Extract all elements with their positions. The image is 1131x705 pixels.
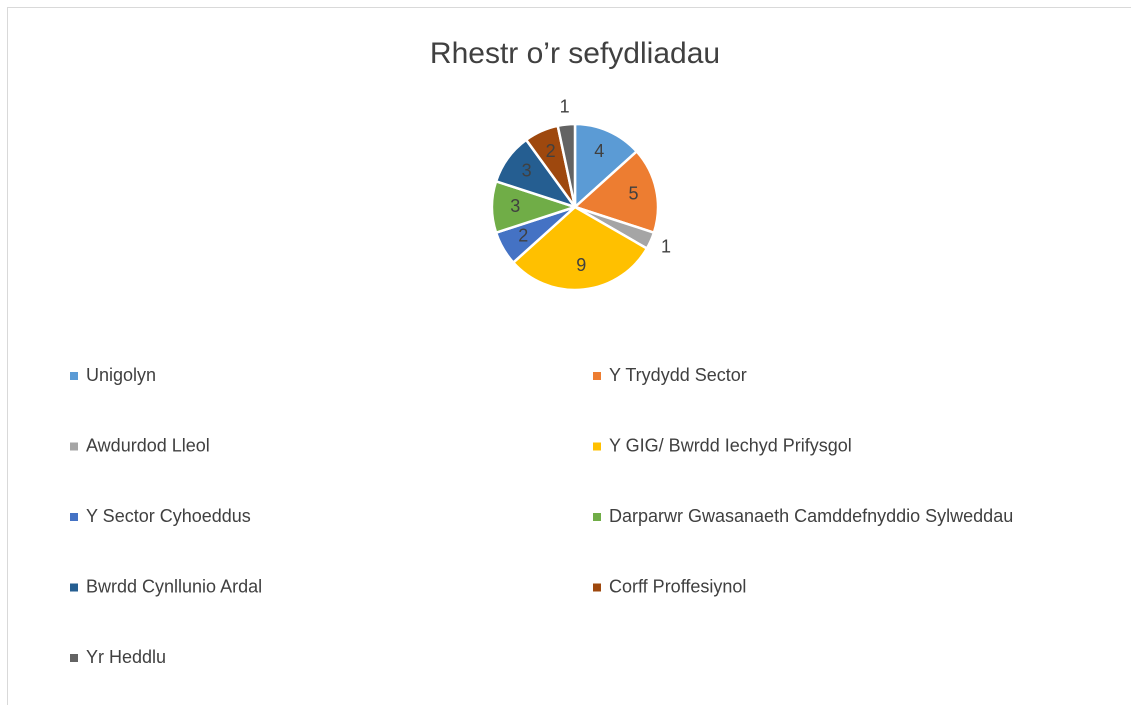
data-label: 3: [510, 196, 520, 216]
legend-swatch: [593, 372, 601, 380]
legend-swatch: [593, 513, 601, 521]
legend-swatch: [70, 583, 78, 592]
pie-slice: [572, 149, 660, 235]
legend-label: Unigolyn: [86, 365, 156, 385]
legend-swatch: [593, 442, 601, 451]
pie-slice: [573, 122, 639, 210]
legend-label: Corff Proffesiynol: [609, 576, 746, 596]
legend-label: Bwrdd Cynllunio Ardal: [86, 576, 262, 596]
legend-swatch: [70, 372, 78, 380]
pie-slice: [556, 122, 577, 208]
data-label: 2: [546, 141, 556, 161]
legend-label: Awdurdod Lleol: [86, 435, 210, 455]
pie-slice: [511, 205, 649, 292]
legend-label: Y Trydydd Sector: [609, 365, 747, 385]
legend-label: Darparwr Gwasanaeth Camddefnyddio Sylwed…: [609, 506, 1013, 526]
data-label: 2: [518, 226, 528, 246]
data-label: 3: [522, 161, 532, 181]
chart-title: Rhestr o’r sefydliadau: [430, 37, 720, 70]
legend-swatch: [593, 583, 601, 592]
data-label: 9: [576, 255, 586, 275]
data-label: 1: [560, 97, 570, 117]
legend-swatch: [70, 513, 78, 521]
legend-label: Yr Heddlu: [86, 647, 166, 667]
legend-swatch: [70, 442, 78, 451]
legend-label: Y GIG/ Bwrdd Iechyd Prifysgol: [609, 435, 852, 455]
legend-swatch: [70, 654, 78, 662]
data-label: 4: [594, 141, 604, 161]
data-label: 5: [628, 183, 638, 203]
legend-label: Y Sector Cyhoeddus: [86, 506, 251, 526]
data-label: 1: [661, 236, 671, 256]
